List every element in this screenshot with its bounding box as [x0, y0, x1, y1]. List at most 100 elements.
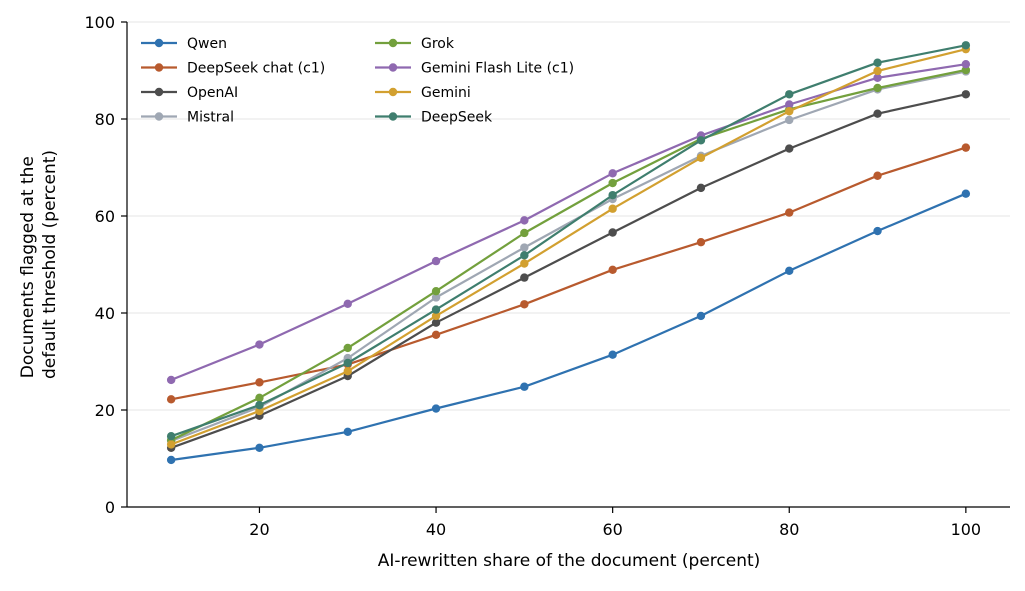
- data-point-deepseek-chat-c1-80: [785, 208, 794, 217]
- series-lines: [166, 41, 971, 465]
- data-point-openai-70: [696, 183, 706, 193]
- data-point-gemini-flash-lite-c1-40: [431, 256, 441, 266]
- data-point-gemini-60: [608, 204, 617, 213]
- legend-entry-gemini: Gemini: [375, 85, 471, 101]
- legend-label-openai: OpenAI: [187, 85, 238, 101]
- legend-entry-mistral: Mistral: [141, 110, 234, 126]
- legend-label-deepseek: DeepSeek: [421, 110, 493, 126]
- series-line-deepseek: [170, 44, 967, 438]
- data-point-deepseek-chat-c1-50: [520, 300, 529, 309]
- data-point-deepseek-20: [255, 400, 264, 410]
- data-point-deepseek-chat-c1-60: [608, 265, 617, 275]
- data-point-grok-50: [520, 228, 529, 238]
- y-tick-label-60: 60: [95, 207, 115, 226]
- data-point-qwen-70: [696, 311, 706, 321]
- x-tick-label-80: 80: [779, 520, 799, 539]
- data-point-deepseek-90: [873, 58, 882, 67]
- data-point-deepseek-40: [431, 305, 441, 314]
- data-point-gemini-flash-lite-c1-80: [785, 100, 794, 109]
- data-point-gemini-80: [785, 107, 794, 116]
- data-point-mistral-50: [520, 243, 529, 252]
- data-point-gemini-flash-lite-c1-50: [520, 216, 529, 225]
- data-point-grok-90: [873, 83, 882, 93]
- legend-swatch-marker-gemini-flash-lite-c1: [388, 63, 398, 72]
- axes: 0 20 40 60 80 100 20 40 60 80 100: [84, 13, 1010, 539]
- data-point-mistral-80: [785, 115, 794, 125]
- data-point-openai-80: [785, 144, 794, 153]
- data-point-deepseek-30: [343, 358, 352, 368]
- data-point-gemini-30: [343, 367, 352, 376]
- data-point-grok-40: [431, 286, 441, 296]
- series-deepseek-chat-c1: [166, 143, 971, 404]
- data-point-qwen-90: [873, 226, 882, 236]
- legend-label-gemini: Gemini: [421, 85, 471, 101]
- legend-entry-deepseek: DeepSeek: [375, 110, 493, 126]
- data-point-deepseek-60: [608, 190, 617, 200]
- series-line-openai: [170, 93, 967, 449]
- data-point-qwen-20: [255, 443, 264, 453]
- legend: Qwen DeepSeek chat (c1) OpenAI Mistral Grok G…: [141, 36, 574, 126]
- data-point-gemini-flash-lite-c1-60: [608, 169, 617, 178]
- data-point-grok-20: [255, 393, 264, 403]
- data-point-openai-60: [608, 228, 617, 237]
- data-point-qwen-50: [520, 382, 529, 391]
- y-tick-label-20: 20: [95, 401, 115, 420]
- y-tick-label-40: 40: [95, 304, 115, 323]
- legend-entry-gemini-flash-lite-c1: Gemini Flash Lite (c1): [375, 61, 574, 77]
- data-point-qwen-30: [343, 427, 352, 437]
- legend-swatch-marker-mistral: [154, 112, 164, 121]
- legend-label-deepseek-chat-c1: DeepSeek chat (c1): [187, 61, 325, 77]
- series-gemini: [166, 44, 971, 449]
- data-point-deepseek-chat-c1-20: [255, 378, 264, 387]
- legend-entry-grok: Grok: [375, 36, 455, 52]
- data-point-grok-30: [343, 343, 352, 353]
- series-line-qwen: [171, 192, 967, 462]
- legend-label-mistral: Mistral: [187, 110, 234, 126]
- y-tick-label-100: 100: [84, 13, 115, 32]
- y-axis-title-line-2: default threshold (percent): [40, 150, 60, 379]
- series-line-grok: [170, 68, 967, 442]
- series-line-gemini: [170, 48, 967, 446]
- data-point-deepseek-chat-c1-100: [961, 143, 971, 152]
- data-point-gemini-flash-lite-c1-10: [166, 375, 176, 385]
- data-point-deepseek-chat-c1-90: [873, 171, 882, 180]
- data-point-gemini-flash-lite-c1-30: [343, 299, 352, 308]
- legend-swatch-marker-qwen: [154, 38, 164, 48]
- data-point-openai-100: [961, 90, 971, 99]
- data-point-deepseek-10: [166, 431, 176, 441]
- data-point-gemini-40: [431, 311, 441, 321]
- data-point-deepseek-80: [785, 90, 794, 99]
- y-tick-label-0: 0: [105, 498, 115, 517]
- x-tick-label-100: 100: [951, 520, 982, 539]
- data-point-gemini-10: [166, 440, 176, 449]
- legend-swatch-marker-deepseek-chat-c1: [154, 63, 164, 72]
- legend-entry-qwen: Qwen: [141, 36, 227, 52]
- data-point-deepseek-chat-c1-10: [166, 395, 176, 404]
- data-point-gemini-flash-lite-c1-90: [873, 73, 882, 82]
- data-point-gemini-flash-lite-c1-100: [961, 59, 971, 69]
- series-line-deepseek-chat-c1: [170, 146, 967, 401]
- data-point-grok-60: [608, 178, 617, 188]
- legend-label-qwen: Qwen: [187, 36, 227, 52]
- y-axis-title: Documents flagged at the default thresho…: [18, 150, 60, 379]
- data-point-qwen-10: [166, 455, 176, 465]
- data-point-openai-50: [520, 273, 529, 282]
- data-point-deepseek-chat-c1-40: [431, 330, 441, 340]
- legend-entry-deepseek-chat-c1: DeepSeek chat (c1): [141, 61, 325, 77]
- data-point-gemini-90: [873, 66, 882, 76]
- data-point-mistral-40: [431, 293, 441, 302]
- data-point-qwen-60: [608, 350, 617, 359]
- data-point-deepseek-chat-c1-70: [696, 237, 706, 247]
- series-deepseek: [166, 41, 971, 441]
- data-point-openai-40: [431, 318, 441, 327]
- x-tick-label-20: 20: [249, 520, 269, 539]
- x-axis-title: AI-rewritten share of the document (perc…: [378, 551, 761, 571]
- y-axis-title-line-1: Documents flagged at the: [18, 156, 38, 378]
- legend-entry-openai: OpenAI: [141, 85, 238, 101]
- data-point-deepseek-70: [696, 136, 706, 145]
- data-point-gemini-20: [255, 406, 264, 416]
- data-point-gemini-50: [520, 259, 529, 268]
- data-point-deepseek-100: [961, 41, 971, 50]
